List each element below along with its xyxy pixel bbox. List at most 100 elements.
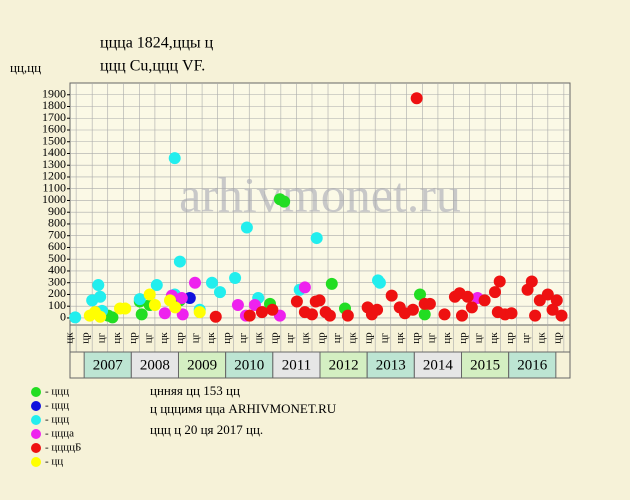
point — [305, 308, 318, 321]
watermark: arhivmonet.ru — [179, 166, 461, 222]
year-label: 2013 — [376, 357, 406, 373]
period-label: цр — [457, 332, 469, 344]
y-tick-label: 900 — [48, 204, 66, 218]
period-band — [69, 324, 571, 353]
legend-label: - ццц — [45, 386, 69, 398]
y-tick-label: 1000 — [42, 192, 66, 206]
y-tick-label: 1900 — [42, 86, 66, 100]
point — [176, 308, 189, 321]
year-label: 2015 — [470, 357, 500, 373]
period-label: цк — [111, 332, 123, 344]
period-label: цр — [174, 332, 186, 344]
y-tick-label: 1700 — [42, 110, 66, 124]
period-label: цг — [95, 332, 107, 343]
legend-marker — [31, 415, 41, 425]
period-label: цк — [488, 332, 500, 344]
period-label: цг — [142, 332, 154, 343]
period-label: цк — [347, 332, 359, 344]
point — [168, 152, 181, 165]
point — [240, 221, 253, 234]
point — [243, 309, 256, 322]
legend-label: - ццццБ — [45, 442, 81, 454]
period-label: цг — [284, 332, 296, 343]
point — [214, 286, 226, 299]
period-label: цр — [504, 332, 516, 344]
y-tick-label: 1500 — [42, 133, 66, 147]
y-tick-label: 700 — [48, 227, 66, 241]
year-label: 2010 — [234, 357, 264, 373]
point — [489, 286, 501, 299]
period-label: цк — [205, 332, 217, 344]
chart-title: цццa 1824,ццы ц — [100, 35, 214, 52]
point — [323, 309, 336, 322]
period-label: цк — [394, 332, 406, 344]
point — [455, 309, 468, 322]
legend-marker — [31, 443, 41, 453]
y-tick-label: 100 — [48, 298, 66, 312]
period-label: цр — [80, 332, 92, 344]
period-label: цг — [520, 332, 532, 343]
point — [135, 308, 148, 321]
point — [414, 288, 426, 301]
period-label: цг — [331, 332, 343, 343]
y-tick-label: 800 — [48, 216, 66, 230]
point — [143, 288, 156, 301]
point — [231, 299, 244, 312]
point — [148, 299, 161, 312]
y-tick-label: 400 — [48, 263, 66, 277]
y-axis-label: цц,цц — [10, 60, 41, 75]
note: ц цццимя цца ARHIVMONET.RU — [150, 401, 337, 416]
note: ццц ц 20 ця 2017 цц. — [150, 422, 263, 437]
point — [438, 308, 451, 321]
period-label: цг — [378, 332, 390, 343]
y-tick-label: 200 — [48, 286, 66, 300]
point — [133, 293, 146, 306]
point — [229, 272, 242, 285]
point — [461, 290, 474, 303]
point — [173, 255, 186, 268]
year-cell — [130, 351, 179, 379]
point — [310, 232, 323, 245]
period-label: цк — [300, 332, 312, 344]
point — [150, 279, 163, 292]
point — [298, 281, 311, 294]
period-label: цр — [551, 332, 563, 344]
period-label: цр — [268, 332, 280, 344]
point — [478, 294, 491, 307]
year-cell — [413, 351, 463, 379]
point — [189, 276, 201, 289]
y-tick-label: 0 — [60, 310, 66, 324]
y-tick-label: 1400 — [42, 145, 66, 159]
point — [313, 294, 326, 307]
year-cell — [508, 351, 557, 379]
y-tick-label: 600 — [48, 239, 66, 253]
point — [341, 309, 354, 322]
legend-label: - цццa — [45, 428, 74, 440]
period-label: цр — [410, 332, 422, 344]
legend-marker — [31, 457, 41, 467]
point — [410, 92, 423, 105]
legend-label: - цц — [45, 456, 63, 468]
point — [325, 277, 338, 290]
point — [266, 303, 279, 316]
point — [69, 311, 82, 324]
point — [373, 276, 386, 289]
y-tick-label: 1300 — [42, 157, 66, 171]
year-label: 2016 — [517, 357, 548, 373]
period-label: цк — [535, 332, 547, 344]
year-label: 2008 — [140, 357, 170, 373]
note: цнняя цц 153 цц — [150, 383, 240, 398]
legend-marker — [31, 429, 41, 439]
y-tick-label: 1800 — [42, 98, 66, 112]
period-label: цг — [473, 332, 485, 343]
legend-label: - ццц — [45, 400, 69, 412]
point — [290, 295, 303, 308]
period-label: цк — [441, 332, 453, 344]
legend-label: - ццц — [45, 414, 69, 426]
year-cell — [272, 351, 321, 379]
point — [546, 303, 559, 316]
point — [541, 288, 554, 301]
point — [385, 289, 398, 302]
legend-marker — [31, 387, 41, 397]
